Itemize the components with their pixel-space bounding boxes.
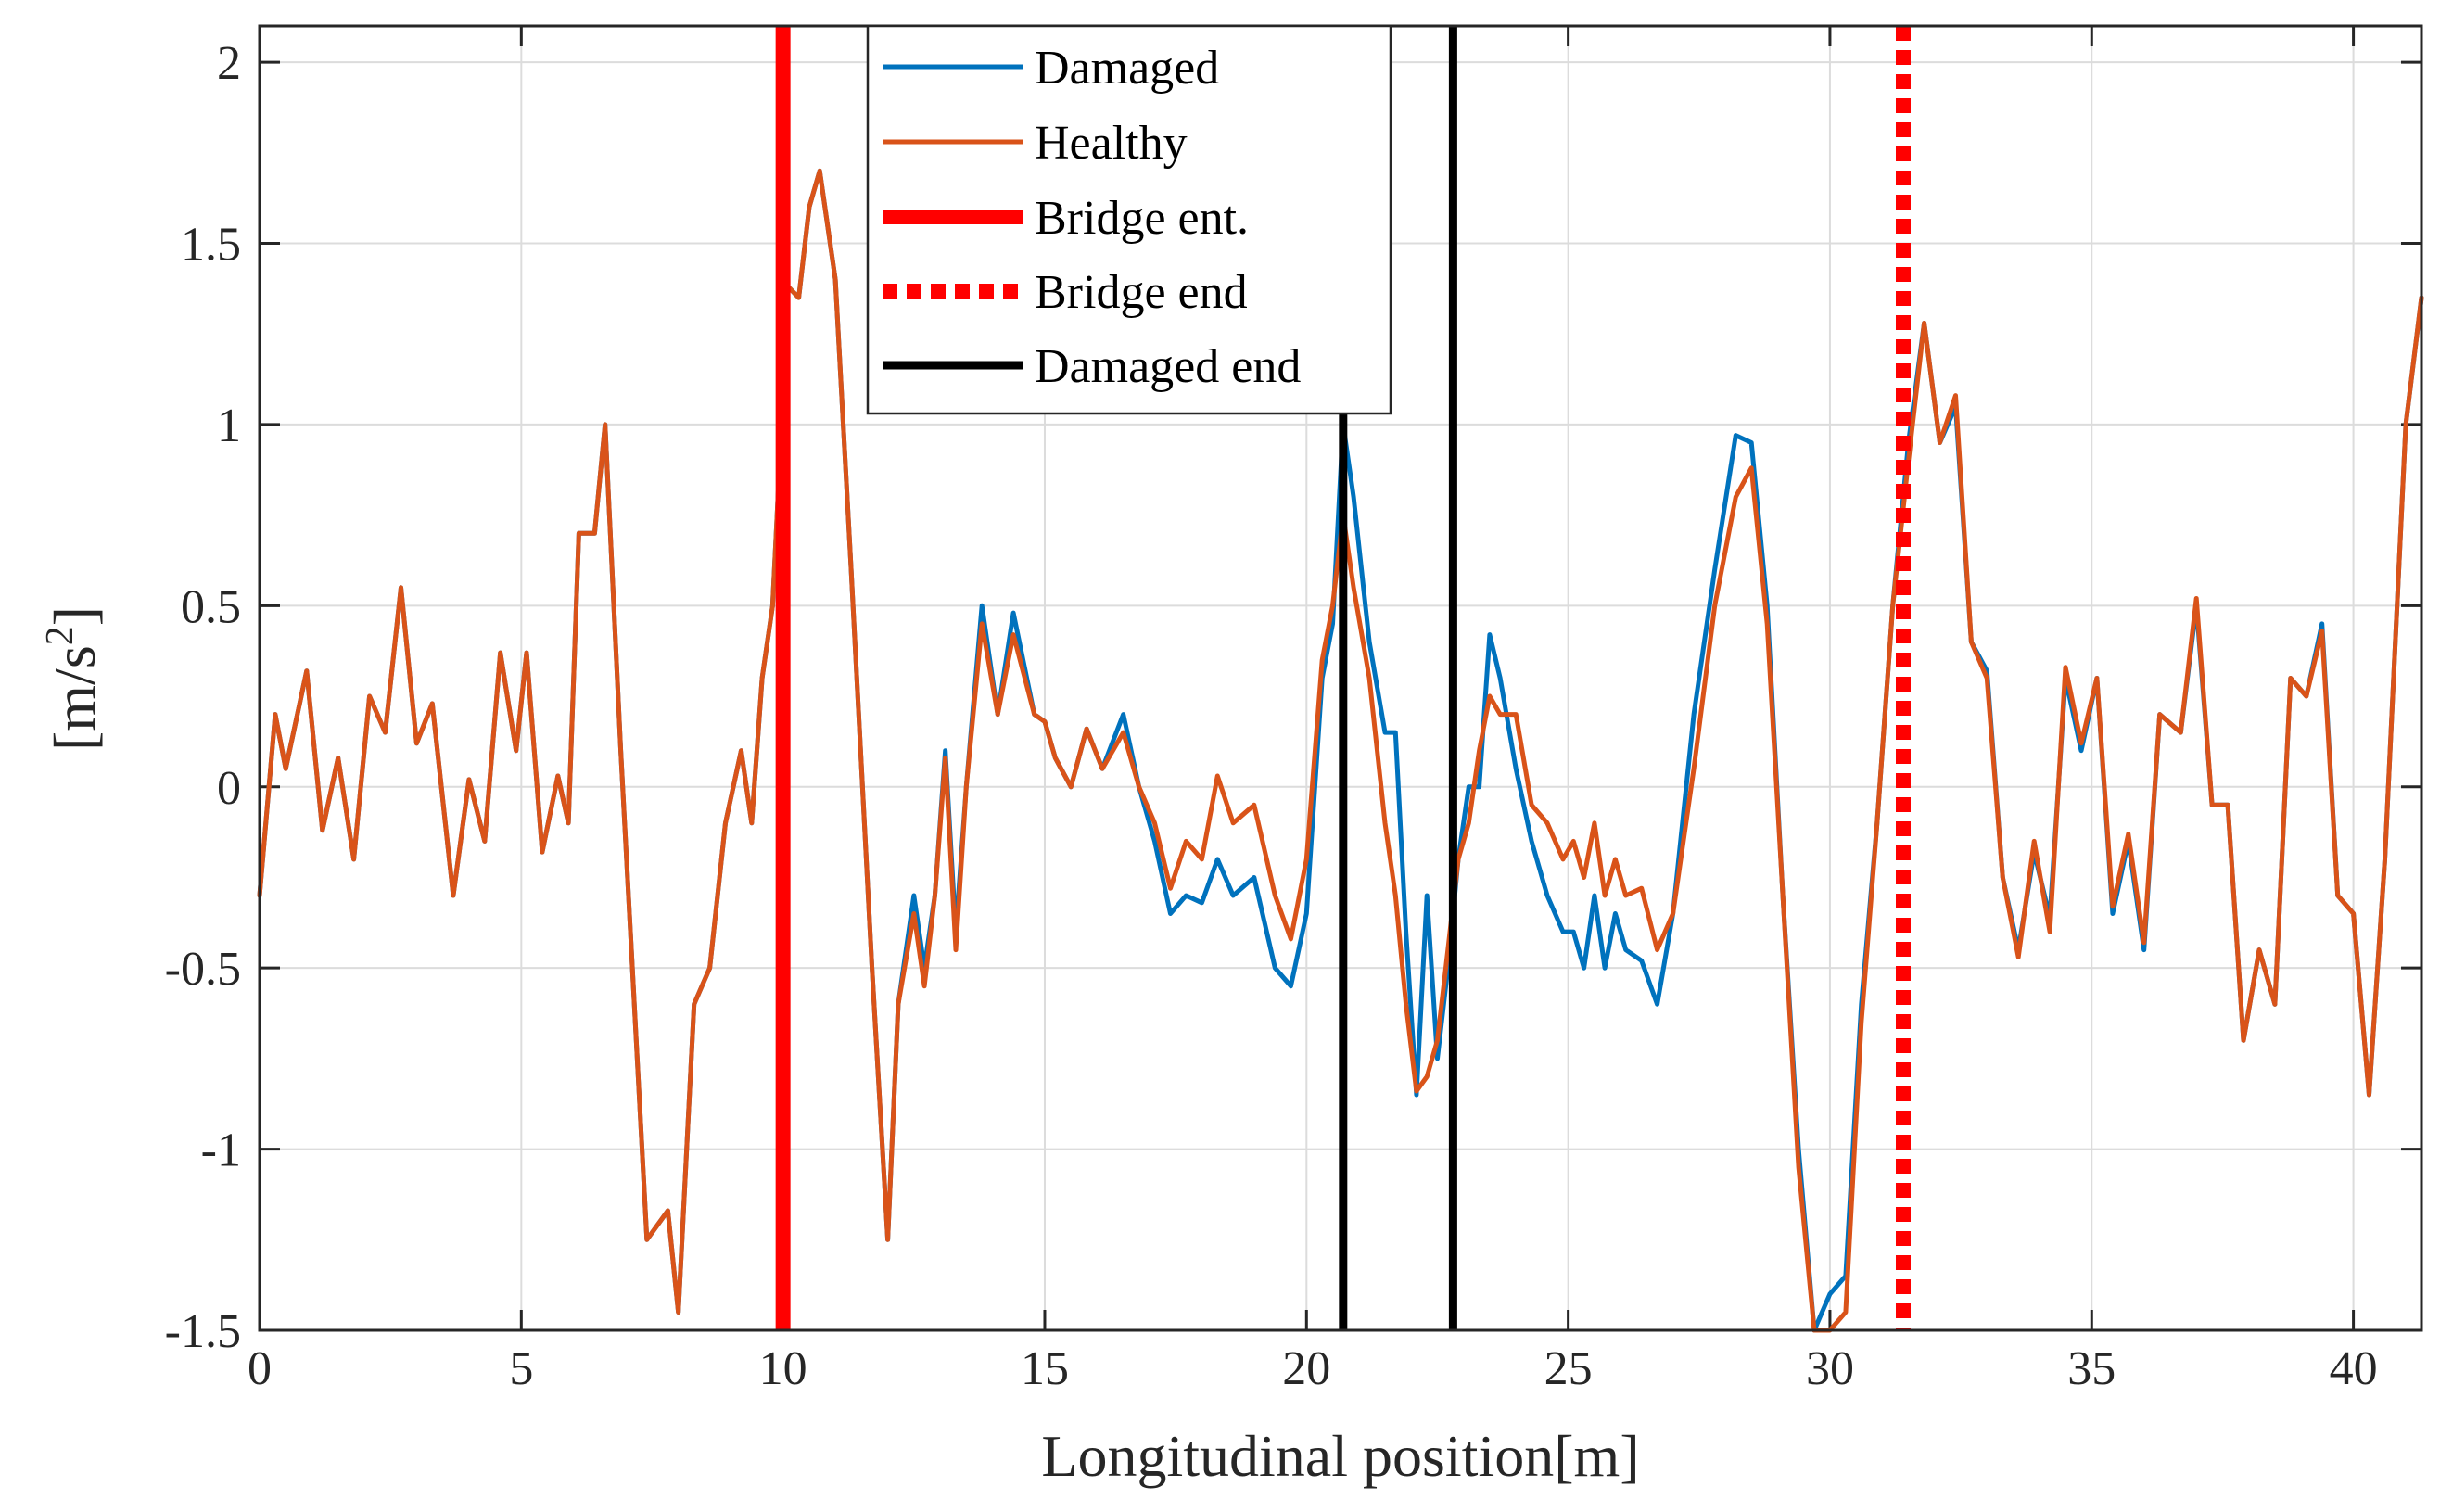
y-axis-title-exponent: 2: [39, 626, 82, 645]
y-tick-label: 1: [217, 400, 241, 452]
legend: Damaged Healthy Bridge ent. Bridge end D…: [866, 24, 1392, 415]
y-axis-ticks: -1.5 -1 -0.5 0 0.5 1 1.5 2: [165, 37, 2421, 1358]
y-tick-label: -0.5: [165, 943, 241, 996]
legend-label-bridge-entrance: Bridge ent.: [1035, 192, 1249, 245]
y-tick-label: 1.5: [181, 219, 241, 272]
legend-label-healthy: Healthy: [1035, 117, 1188, 170]
y-tick-label: 2: [217, 37, 241, 90]
x-tick-label: 20: [1282, 1342, 1330, 1395]
x-tick-label: 15: [1021, 1342, 1069, 1395]
legend-item-bridge-entrance: Bridge ent.: [883, 192, 1249, 245]
x-axis-ticks: 0 5 10 15 20 25 30 35 40: [248, 26, 2378, 1395]
legend-label-bridge-end: Bridge end: [1035, 266, 1248, 319]
x-tick-label: 10: [759, 1342, 807, 1395]
y-axis-title-close: ]: [42, 606, 108, 626]
legend-label-damaged-end: Damaged end: [1035, 340, 1301, 393]
y-axis-title: [m/s2]: [39, 606, 108, 751]
x-tick-label: 0: [248, 1342, 272, 1395]
y-tick-label: 0.5: [181, 580, 241, 633]
x-tick-label: 35: [2067, 1342, 2116, 1395]
y-tick-label: -1: [201, 1124, 241, 1177]
y-axis-title-base: [m/s: [42, 645, 108, 751]
legend-item-damaged: Damaged: [883, 42, 1219, 95]
x-axis-title: Longitudinal position[m]: [1041, 1423, 1639, 1489]
y-tick-label: 0: [217, 762, 241, 815]
x-tick-label: 30: [1806, 1342, 1854, 1395]
legend-item-damaged-end: Damaged end: [883, 340, 1301, 393]
x-tick-label: 40: [2330, 1342, 2378, 1395]
x-tick-label: 5: [509, 1342, 533, 1395]
legend-item-bridge-end: Bridge end: [883, 266, 1248, 319]
legend-label-damaged: Damaged: [1035, 42, 1219, 95]
legend-item-healthy: Healthy: [883, 117, 1188, 170]
x-tick-label: 25: [1544, 1342, 1593, 1395]
y-tick-label: -1.5: [165, 1305, 241, 1358]
